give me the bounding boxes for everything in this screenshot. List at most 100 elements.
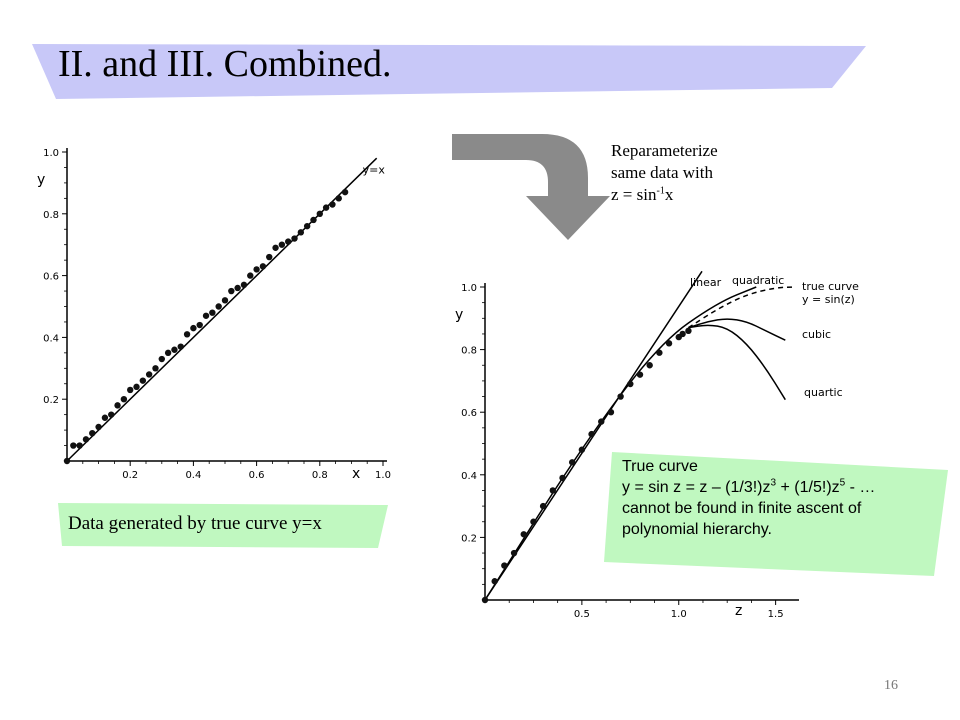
data-point	[329, 201, 336, 208]
curve-label-linear: linear	[690, 276, 722, 289]
data-point	[120, 396, 128, 403]
data-point	[177, 343, 184, 350]
data-point	[578, 446, 586, 453]
data-point	[636, 371, 644, 378]
data-point	[63, 457, 71, 465]
data-point	[607, 409, 615, 416]
x-axis-label: x	[352, 466, 360, 482]
data-point	[297, 229, 305, 236]
y-tick-label: 0.2	[43, 395, 59, 406]
y-tick-label: 1.0	[461, 283, 477, 294]
curve-quadratic	[484, 286, 757, 601]
line-label-y-equals-x: y=x	[363, 164, 386, 177]
data-point	[101, 414, 109, 421]
data-point	[89, 429, 96, 437]
x-tick-label: 0.4	[185, 470, 201, 481]
data-point	[520, 531, 527, 538]
curve-label-quartic: quartic	[804, 386, 843, 399]
data-point	[303, 222, 311, 230]
x-tick-label: 1.0	[375, 470, 391, 481]
true-curve-text: True curve y = sin z = z – (1/3!)z3 + (1…	[622, 458, 876, 538]
reparameterize-note: Reparameterize same data with z = sin-1x	[611, 141, 718, 204]
data-point	[152, 365, 159, 372]
data-point	[171, 346, 178, 353]
y-tick-label: 0.8	[461, 346, 477, 357]
x-tick-label: 0.5	[574, 609, 590, 620]
data-point	[228, 287, 235, 295]
data-point	[310, 216, 317, 224]
data-point	[588, 430, 595, 438]
data-point	[679, 330, 686, 338]
data-point	[341, 188, 349, 196]
data-point	[272, 244, 279, 251]
data-point	[253, 266, 260, 273]
data-point	[158, 355, 165, 363]
data-point	[247, 272, 254, 279]
page-title: II. and III. Combined.	[58, 43, 392, 85]
data-point	[240, 281, 248, 289]
y-tick-label: 1.0	[43, 148, 59, 159]
data-point	[127, 386, 134, 394]
data-point	[510, 549, 518, 557]
data-point	[221, 297, 229, 304]
data-point	[82, 436, 90, 443]
data-point	[627, 380, 634, 388]
data-point	[114, 402, 121, 409]
data-point	[164, 349, 172, 357]
curve-label-sin-z: y = sin(z)	[802, 293, 855, 306]
left-chart-caption: Data generated by true curve y=x	[68, 513, 322, 534]
data-point	[481, 596, 489, 604]
data-point	[335, 195, 342, 202]
data-point	[285, 238, 292, 245]
data-point	[196, 321, 203, 329]
data-point	[266, 253, 273, 261]
curve-label-cubic: cubic	[802, 328, 831, 341]
y-axis-label: y	[37, 172, 45, 188]
curve-label-true-curve: true curve	[802, 280, 859, 293]
data-point	[259, 263, 267, 270]
data-point	[501, 562, 508, 569]
x-tick-label: 0.2	[122, 470, 138, 481]
data-point	[568, 459, 576, 466]
data-point	[656, 349, 663, 356]
x-tick-label: 0.6	[249, 470, 265, 481]
curve-quartic	[688, 324, 786, 401]
title-band	[32, 44, 866, 99]
data-point	[139, 377, 147, 384]
data-point	[278, 241, 286, 248]
x-tick-label: 1.5	[768, 609, 784, 620]
data-point	[183, 331, 191, 338]
y-tick-label: 0.4	[43, 333, 59, 344]
curve-true-curve	[688, 286, 796, 329]
data-point	[539, 502, 547, 510]
data-point	[549, 487, 557, 494]
y-axis-label: y	[455, 307, 463, 323]
data-point	[202, 312, 210, 319]
data-point	[70, 442, 77, 449]
y-tick-label: 0.6	[461, 408, 477, 419]
curve-label-quadratic: quadratic	[732, 274, 784, 287]
y-tick-label: 0.6	[43, 272, 59, 283]
data-point	[491, 578, 498, 585]
data-point	[234, 284, 241, 292]
data-point	[322, 204, 330, 211]
data-point	[76, 442, 83, 449]
data-point	[291, 235, 298, 242]
data-point	[646, 362, 653, 369]
data-point	[665, 340, 673, 347]
data-point	[190, 324, 197, 332]
x-tick-label: 1.0	[671, 609, 687, 620]
data-point	[617, 393, 624, 400]
data-point	[685, 327, 692, 335]
data-point	[598, 418, 605, 425]
curve-cubic	[688, 318, 786, 341]
data-point	[145, 371, 153, 378]
data-point	[215, 303, 222, 310]
x-axis-label: z	[735, 603, 742, 619]
x-tick-label: 0.8	[312, 470, 328, 481]
